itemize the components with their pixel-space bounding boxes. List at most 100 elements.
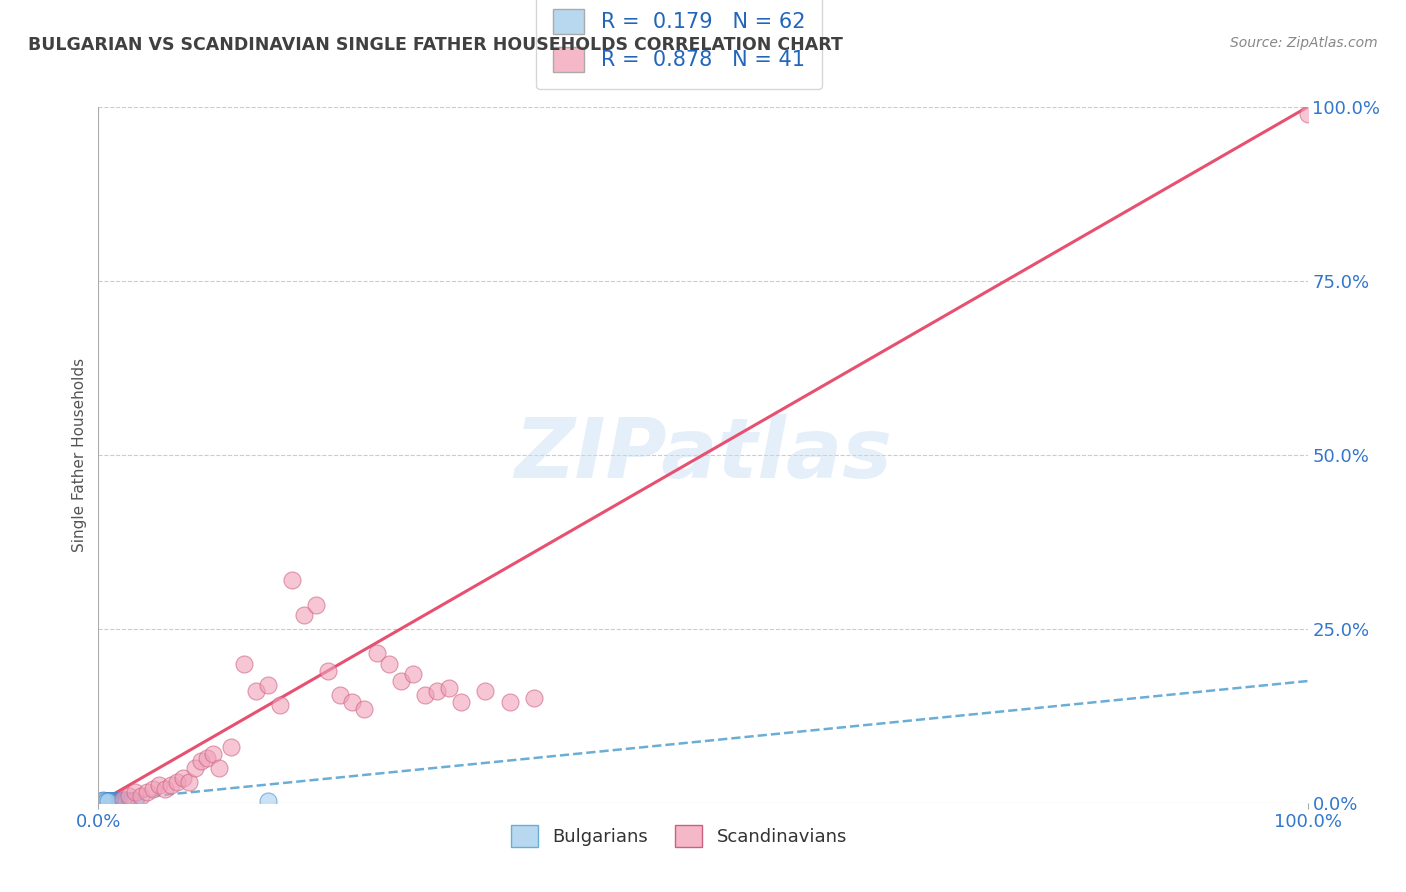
Point xyxy=(342,695,364,709)
Point xyxy=(112,794,135,808)
Point xyxy=(91,794,114,808)
Point xyxy=(153,781,176,796)
Point xyxy=(111,794,134,808)
Point xyxy=(281,573,304,587)
Point xyxy=(121,794,143,808)
Point xyxy=(179,775,201,789)
Point xyxy=(110,794,132,808)
Point xyxy=(474,684,496,698)
Point xyxy=(114,794,136,808)
Point xyxy=(135,785,157,799)
Point xyxy=(101,794,124,808)
Point xyxy=(97,794,120,808)
Point xyxy=(111,792,134,806)
Point xyxy=(329,688,352,702)
Point xyxy=(91,794,114,808)
Point xyxy=(114,794,136,808)
Point xyxy=(93,794,115,808)
Point xyxy=(437,681,460,695)
Point xyxy=(108,794,131,808)
Point xyxy=(110,794,132,808)
Point xyxy=(195,750,218,764)
Point xyxy=(97,794,120,808)
Point xyxy=(232,657,254,671)
Point xyxy=(142,781,165,796)
Point xyxy=(389,674,412,689)
Point xyxy=(115,794,138,808)
Y-axis label: Single Father Households: Single Father Households xyxy=(72,358,87,552)
Point xyxy=(103,794,125,808)
Point xyxy=(117,794,139,808)
Point xyxy=(108,794,131,808)
Point xyxy=(402,667,425,681)
Point xyxy=(316,664,339,678)
Point xyxy=(96,794,118,808)
Point xyxy=(129,789,152,803)
Point xyxy=(118,789,141,803)
Point xyxy=(450,695,472,709)
Point xyxy=(100,794,122,808)
Point xyxy=(90,794,112,808)
Point xyxy=(107,794,129,808)
Point xyxy=(105,794,128,808)
Point xyxy=(172,772,194,786)
Point xyxy=(94,794,117,808)
Point xyxy=(108,794,131,808)
Point xyxy=(100,794,122,808)
Point xyxy=(366,646,388,660)
Point xyxy=(160,778,183,793)
Point xyxy=(523,691,546,706)
Point xyxy=(93,794,115,808)
Point xyxy=(100,794,122,808)
Point xyxy=(166,775,188,789)
Point xyxy=(122,794,145,808)
Text: Source: ZipAtlas.com: Source: ZipAtlas.com xyxy=(1230,36,1378,50)
Point xyxy=(115,794,138,808)
Point xyxy=(413,688,436,702)
Point xyxy=(353,702,375,716)
Text: BULGARIAN VS SCANDINAVIAN SINGLE FATHER HOUSEHOLDS CORRELATION CHART: BULGARIAN VS SCANDINAVIAN SINGLE FATHER … xyxy=(28,36,844,54)
Point xyxy=(101,794,124,808)
Point xyxy=(118,794,141,808)
Point xyxy=(221,740,243,755)
Point xyxy=(104,794,127,808)
Point xyxy=(91,793,114,807)
Point xyxy=(124,785,146,799)
Legend: Bulgarians, Scandinavians: Bulgarians, Scandinavians xyxy=(502,816,856,856)
Point xyxy=(105,794,128,808)
Point xyxy=(117,794,139,808)
Point xyxy=(426,684,449,698)
Point xyxy=(124,794,146,808)
Point xyxy=(184,761,207,775)
Point xyxy=(118,794,141,808)
Point xyxy=(108,794,131,808)
Point xyxy=(97,794,120,808)
Text: ZIPatlas: ZIPatlas xyxy=(515,415,891,495)
Point xyxy=(122,794,145,808)
Point xyxy=(96,794,118,808)
Point xyxy=(208,761,231,775)
Point xyxy=(269,698,291,713)
Point xyxy=(98,794,121,808)
Point xyxy=(103,794,125,808)
Point xyxy=(120,794,142,808)
Point xyxy=(256,794,278,808)
Point xyxy=(118,794,141,808)
Point xyxy=(107,794,129,808)
Point xyxy=(245,684,267,698)
Point xyxy=(498,695,520,709)
Point xyxy=(121,794,143,808)
Point xyxy=(1296,107,1319,121)
Point xyxy=(148,778,170,793)
Point xyxy=(292,607,315,622)
Point xyxy=(91,794,114,808)
Point xyxy=(91,794,114,808)
Point xyxy=(202,747,225,761)
Point xyxy=(120,794,142,808)
Point xyxy=(124,794,146,808)
Point xyxy=(104,794,127,808)
Point xyxy=(377,657,399,671)
Point xyxy=(256,677,278,691)
Point xyxy=(98,794,121,808)
Point xyxy=(112,794,135,808)
